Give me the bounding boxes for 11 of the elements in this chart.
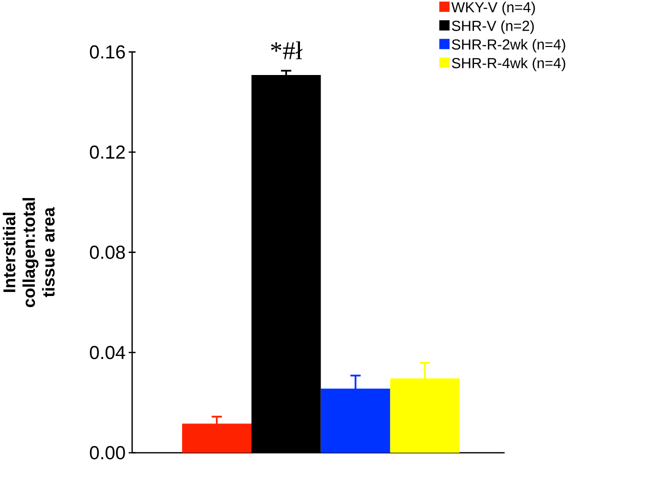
y-tick-label: 0.16	[90, 45, 125, 58]
y-tick-label: 0.04	[90, 346, 126, 360]
legend-label: SHR-R-2wk (n=4)	[452, 38, 566, 52]
legend-label: WKY-V (n=4)	[451, 2, 535, 16]
annotation: *#ł	[271, 41, 302, 59]
y-tick-label: 0.00	[90, 446, 125, 460]
y-tick-label: 0.12	[90, 145, 125, 159]
y-axis-title: Interstitial collagen:total tissue area	[2, 198, 55, 307]
legend-label: SHR-R-4wk (n=4)	[452, 57, 566, 71]
y-tick-label: 0.08	[90, 246, 125, 259]
legend-label: SHR-V (n=2)	[452, 20, 534, 34]
